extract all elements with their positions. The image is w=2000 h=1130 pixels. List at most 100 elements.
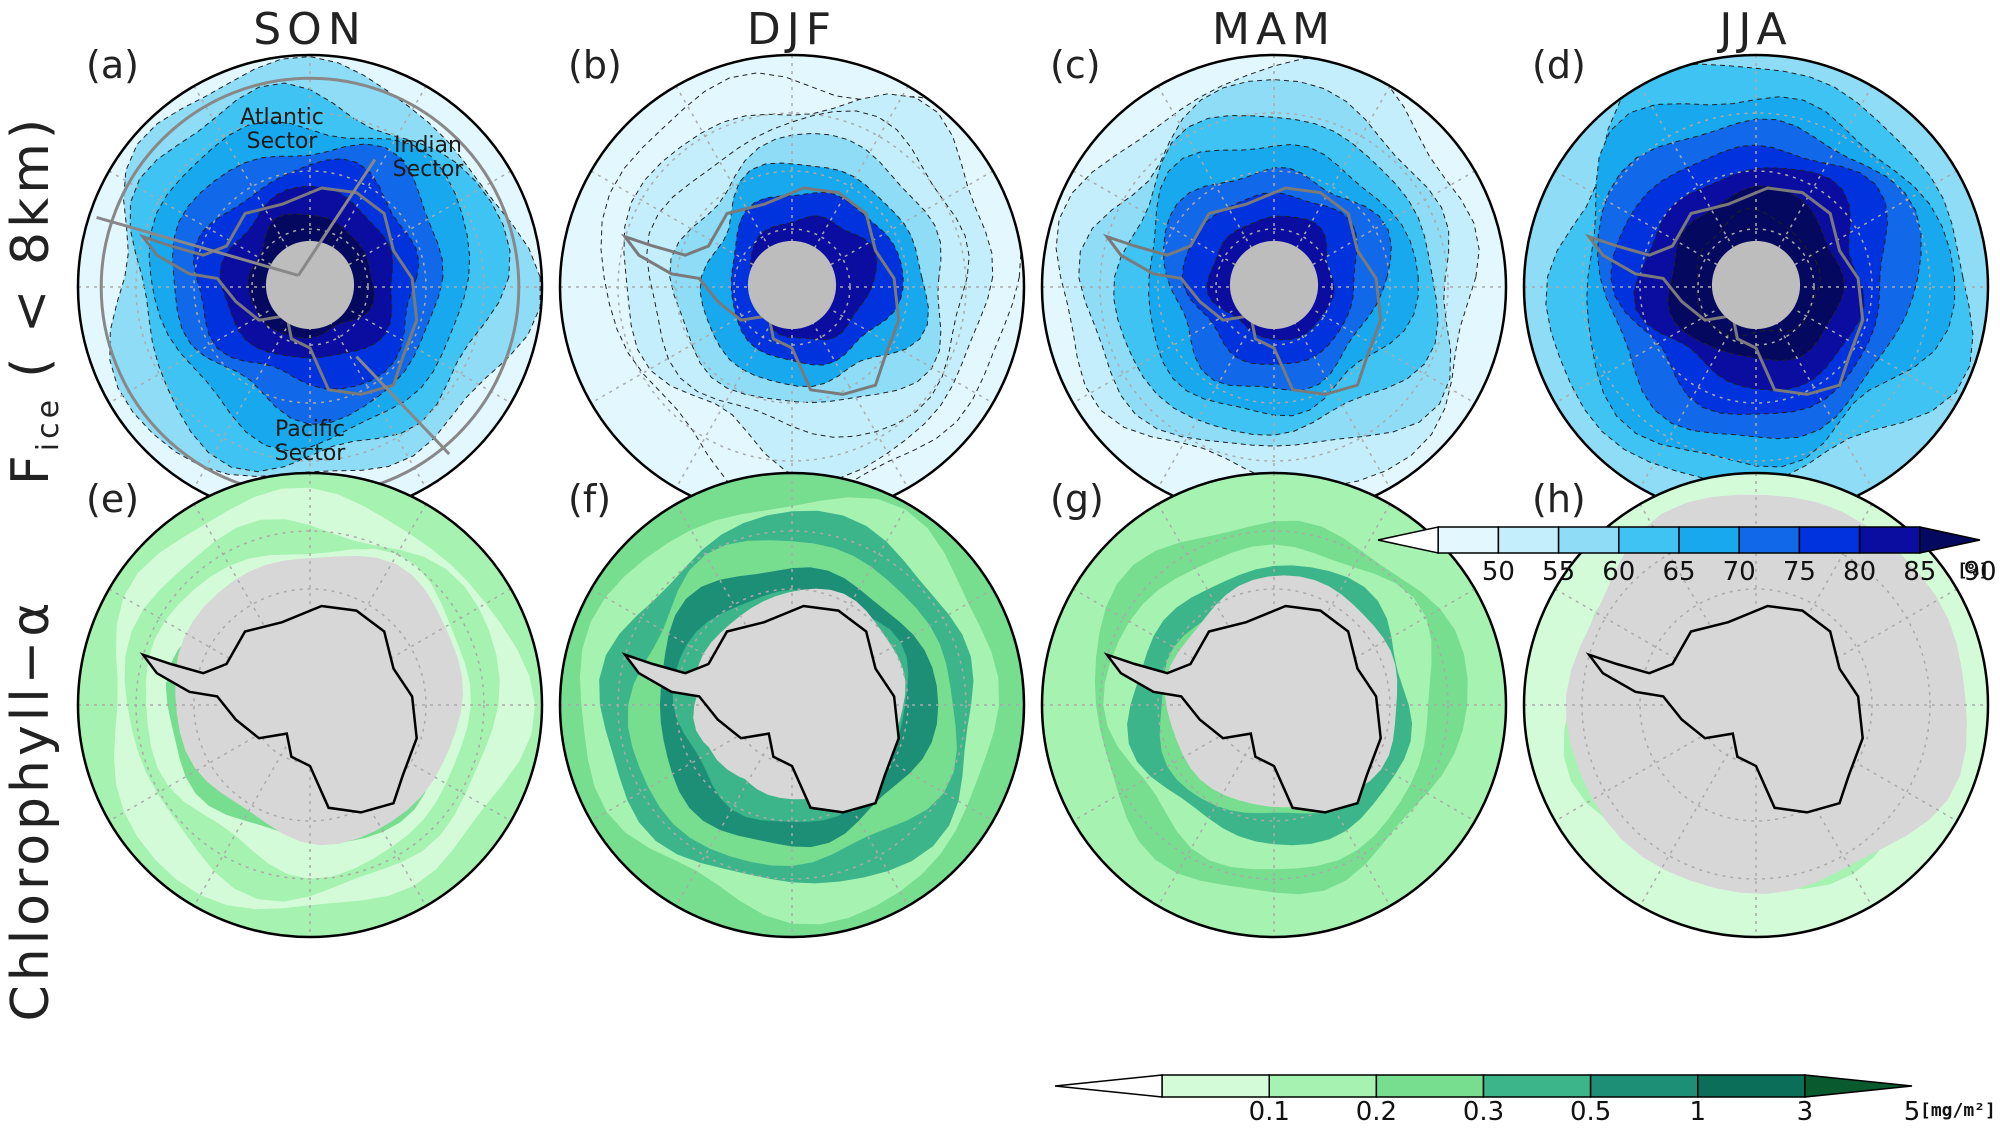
fice-panel-3-field — [1524, 55, 1988, 519]
cbar-bot-tick-4: 1 — [1689, 1097, 1706, 1127]
cbar-top-tick-8: 90 — [1963, 557, 1996, 587]
panels — [76, 53, 1990, 939]
sector-label-pacific: Pacific Sector — [275, 417, 347, 466]
sector-pacific-line2: Sector — [275, 441, 347, 466]
fice-panel-2-field — [1042, 55, 1506, 519]
fice-panel-2 — [1040, 53, 1508, 521]
fice-panel-3 — [1522, 53, 1990, 521]
chl-panel-1-border — [558, 471, 1026, 939]
chl-panel-0-antarctica — [139, 604, 418, 814]
fice-panel-0-grid-lat-circle-1 — [193, 170, 427, 404]
cbar-bot-tick-5: 3 — [1797, 1097, 1814, 1127]
cbar-bot-swatch-5 — [1589, 1074, 1699, 1098]
panel-label-a: (a) — [86, 43, 139, 87]
chl-panel-0 — [76, 471, 544, 939]
chl-panel-0-border — [76, 471, 544, 939]
cbar-top-tick-5: 75 — [1783, 557, 1816, 587]
row-label-fice: Fice ( < 8km) — [1, 115, 66, 485]
cbar-bot-extend-low — [1054, 1074, 1163, 1098]
cbar-bot-swatch-4 — [1482, 1074, 1592, 1098]
fice-panel-1-polehole — [747, 240, 837, 330]
panel-label-f: (f) — [568, 477, 611, 521]
cbar-top-tick-7: 85 — [1903, 557, 1936, 587]
colorbar-fice: 50 55 60 65 70 75 80 85 90[%] — [1377, 526, 1997, 587]
panel-label-c: (c) — [1050, 43, 1101, 87]
panel-label-h: (h) — [1532, 477, 1586, 521]
chl-panel-3-antarctica — [1585, 604, 1864, 814]
fice-panel-1-field — [560, 55, 1024, 519]
cbar-top-swatch-3 — [1557, 526, 1620, 554]
colorbar-chlorophyll: 0.1 0.2 0.3 0.5 1 3 5 [mg/m²] — [1054, 1074, 1996, 1127]
row-label-fice-rest: ( < 8km) — [1, 115, 61, 378]
season-title-djf: DJF — [747, 4, 837, 55]
cbar-top-tick-2: 60 — [1602, 557, 1635, 587]
chl-panel-1 — [558, 471, 1026, 939]
cbar-top-swatch-5 — [1678, 526, 1740, 554]
sector-line-atl-pac — [96, 215, 299, 277]
row-label-fice-main: F — [1, 451, 61, 485]
cbar-top-unit: [%] — [1957, 560, 1990, 581]
fice-panel-2-grid-lat-circle-1 — [1157, 170, 1391, 404]
season-title-son: SON — [253, 4, 366, 55]
cbar-bot-tick-3: 0.5 — [1570, 1097, 1611, 1127]
chl-panel-2-grid-lat-circle-1 — [1157, 588, 1391, 822]
fice-panel-2-polehole — [1229, 240, 1319, 330]
panel-label-e: (e) — [86, 477, 139, 521]
fice-panel-1-grid-lat-circle-1 — [675, 170, 909, 404]
fice-panel-1 — [558, 53, 1026, 521]
cbar-top-swatch-6 — [1738, 526, 1801, 554]
cbar-top-swatch-4 — [1618, 526, 1680, 554]
fice-panel-2-grid-meridian-150 — [1072, 170, 1476, 404]
fice-panel-3-grid-meridian-150 — [1554, 170, 1958, 404]
fice-panel-2-coastline — [1102, 186, 1383, 396]
cbar-bot-swatch-2 — [1268, 1074, 1378, 1098]
chl-panel-0-grid-lat-circle-1 — [193, 588, 427, 822]
sector-indian-line2: Sector — [393, 157, 465, 182]
cbar-top-swatch-8 — [1858, 526, 1921, 554]
cbar-bot-swatch-6 — [1697, 1074, 1806, 1098]
cbar-top-swatch-1 — [1437, 526, 1500, 554]
chl-panel-1-antarctica — [621, 604, 900, 814]
cbar-bot-unit: [mg/m²] — [1920, 1100, 1996, 1121]
fice-panel-2-grid-meridian-30 — [1072, 170, 1476, 404]
chl-panel-0-field — [78, 473, 542, 937]
cbar-top-tick-3: 65 — [1662, 557, 1695, 587]
chl-panel-1-grid-lat-circle-1 — [675, 588, 909, 822]
fice-panel-3-coastline — [1584, 186, 1865, 396]
sector-pacific-line1: Pacific — [275, 417, 345, 442]
cbar-bot-tick-0: 0.1 — [1249, 1097, 1290, 1127]
season-title-jja: JJA — [1716, 4, 1792, 55]
sector-indian-line1: Indian — [394, 133, 462, 158]
chl-panel-3-border — [1522, 471, 1990, 939]
panel-label-b: (b) — [568, 43, 622, 87]
cbar-bot-tick-2: 0.3 — [1463, 1097, 1504, 1127]
fice-panel-3-polehole — [1711, 240, 1801, 330]
fice-panel-1-coastline — [620, 186, 901, 396]
fice-panel-3-grid-lat-circle-1 — [1639, 170, 1873, 404]
cbar-top-extend-high — [1919, 526, 1981, 554]
season-title-mam: MAM — [1212, 4, 1336, 55]
sector-atlantic-line1: Atlantic — [240, 105, 324, 130]
cbar-top-tick-6: 80 — [1843, 557, 1876, 587]
chl-panel-3-grid-lat-circle-1 — [1639, 588, 1873, 822]
cbar-top-swatch-2 — [1497, 526, 1560, 554]
cbar-bot-tick-1: 0.2 — [1356, 1097, 1397, 1127]
row-label-fice-sub: ice — [31, 396, 66, 451]
cbar-bot-swatch-1 — [1161, 1074, 1270, 1098]
cbar-top-tick-0: 50 — [1482, 557, 1515, 587]
cbar-top-tick-1: 55 — [1542, 557, 1575, 587]
sector-atlantic-line2: Sector — [247, 129, 319, 154]
sector-label-atlantic: Atlantic Sector — [240, 105, 324, 154]
cbar-top-tick-4: 70 — [1723, 557, 1756, 587]
cbar-bot-swatch-3 — [1375, 1074, 1485, 1098]
fice-panel-0-field — [78, 55, 542, 519]
cbar-bot-extend-high — [1804, 1074, 1913, 1098]
fice-panel-0-coastline — [138, 186, 419, 396]
chl-panel-1-field — [560, 473, 1024, 937]
sector-line-atl-ind — [297, 158, 377, 277]
cbar-bot-tick-6: 5 — [1904, 1097, 1921, 1127]
fice-panel-3-grid-meridian-30 — [1554, 170, 1958, 404]
chl-panel-2-antarctica — [1103, 604, 1382, 814]
panel-label-g: (g) — [1050, 477, 1104, 521]
